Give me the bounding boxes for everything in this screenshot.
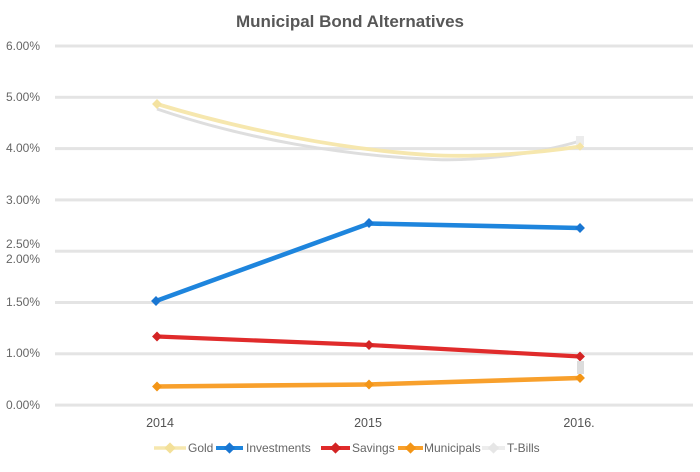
- svg-text:2015: 2015: [354, 416, 382, 430]
- svg-text:Investments: Investments: [246, 441, 311, 455]
- svg-text:2014: 2014: [146, 416, 174, 430]
- svg-text:3.00%: 3.00%: [6, 193, 40, 207]
- svg-text:6.00%: 6.00%: [6, 39, 40, 53]
- svg-text:Municipals: Municipals: [424, 441, 481, 455]
- svg-text:Savings: Savings: [352, 441, 395, 455]
- svg-text:2016.: 2016.: [563, 416, 594, 430]
- svg-text:4.00%: 4.00%: [6, 141, 40, 155]
- svg-text:2.50%: 2.50%: [6, 237, 40, 251]
- svg-text:Municipal Bond Alternatives: Municipal Bond Alternatives: [236, 12, 464, 31]
- svg-text:2.00%: 2.00%: [6, 252, 40, 266]
- svg-text:5.00%: 5.00%: [6, 90, 40, 104]
- svg-text:T-Bills: T-Bills: [507, 441, 540, 455]
- svg-text:Gold: Gold: [188, 441, 213, 455]
- svg-text:0.00%: 0.00%: [6, 398, 40, 412]
- svg-text:1.50%: 1.50%: [6, 295, 40, 309]
- svg-text:1.00%: 1.00%: [6, 346, 40, 360]
